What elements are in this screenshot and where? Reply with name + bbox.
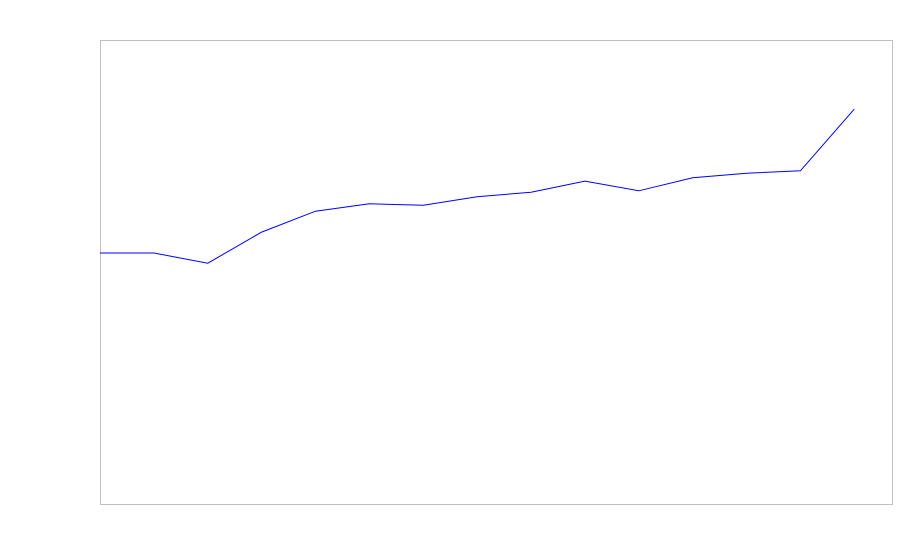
series-line-0	[100, 108, 855, 264]
plot-frame	[100, 40, 893, 505]
